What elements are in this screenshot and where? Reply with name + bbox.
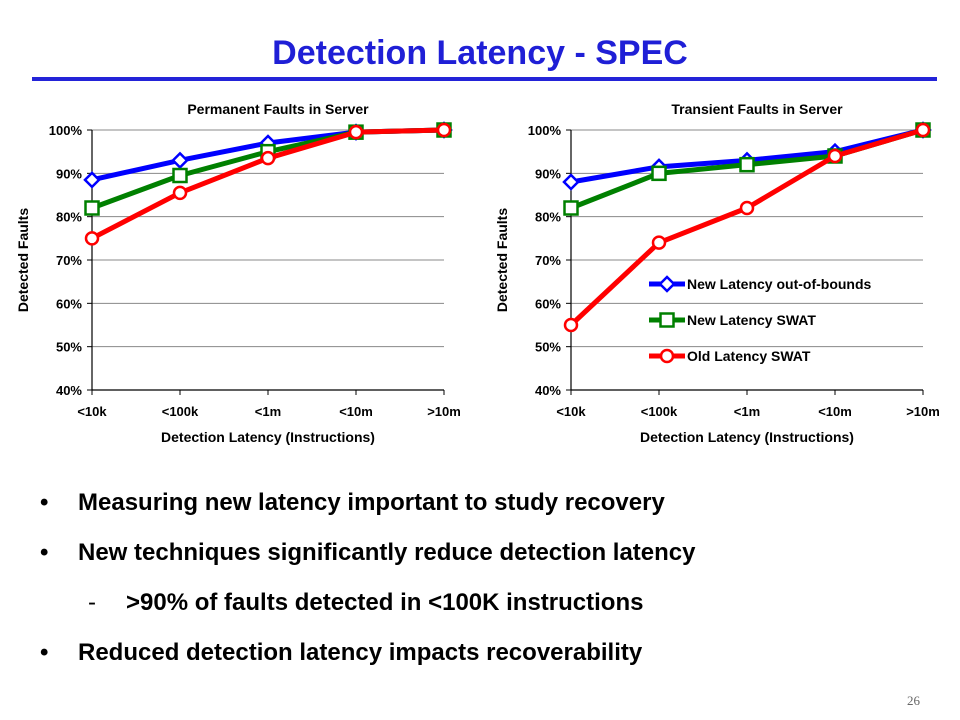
data-point-old-latency-swat <box>84 231 100 246</box>
y-tick-label: 70% <box>56 253 82 268</box>
data-point-new-latency-swat <box>84 200 100 216</box>
y-tick-label: 40% <box>535 383 561 398</box>
data-point-old-latency-swat <box>915 122 931 138</box>
x-axis-label: Detection Latency (Instructions) <box>640 429 854 445</box>
sub-bullet-item: - >90% of faults detected in <100K instr… <box>40 578 940 628</box>
x-tick-label: <1m <box>734 404 760 419</box>
data-point-new-latency-out-of-bounds <box>171 151 189 170</box>
y-tick-label: 50% <box>56 340 82 355</box>
x-tick-label: <100k <box>641 404 678 419</box>
x-tick-label: <1m <box>255 404 281 419</box>
transient-faults-chart: Transient Faults in Server 40% 50% 60% 70% 80… <box>494 101 940 445</box>
y-tick-label: 40% <box>56 383 82 398</box>
data-point-new-latency-swat <box>739 156 755 173</box>
y-tick-label: 60% <box>56 296 82 311</box>
slide-title: Detection Latency - SPEC <box>272 34 688 72</box>
y-tick-label: 50% <box>535 340 561 355</box>
title-divider <box>32 77 937 81</box>
legend-label-old-latency-swat: Old Latency SWAT <box>687 348 811 364</box>
sub-bullet-text: >90% of faults detected in <100K instruc… <box>126 589 644 616</box>
bullet-marker: • <box>40 639 49 666</box>
data-point-old-latency-swat <box>739 200 755 216</box>
bullet-marker: • <box>40 489 49 516</box>
y-tick-label: 100% <box>528 123 562 138</box>
data-point-old-latency-swat <box>260 150 276 166</box>
y-tick-label: 60% <box>535 296 561 311</box>
bullet-text: Measuring new latency important to study… <box>78 489 665 516</box>
chart-title: Transient Faults in Server <box>671 101 843 117</box>
data-point-new-latency-swat <box>172 167 188 184</box>
x-tick-label: >10m <box>906 404 940 419</box>
legend-label-new-latency-out-of-bounds: New Latency out-of-bounds <box>687 276 872 292</box>
bullet-text: New techniques significantly reduce dete… <box>78 539 696 566</box>
bullet-item: • New techniques significantly reduce de… <box>40 528 940 578</box>
x-tick-label: <10k <box>556 404 586 419</box>
y-tick-label: 100% <box>49 123 83 138</box>
bullet-text: Reduced detection latency impacts recove… <box>78 639 643 666</box>
y-tick-label: 80% <box>56 210 82 225</box>
data-point-old-latency-swat <box>563 317 579 333</box>
y-axis-label: Detected Faults <box>494 208 510 312</box>
x-tick-label: <100k <box>162 404 199 419</box>
chart-title: Permanent Faults in Server <box>187 101 369 117</box>
y-tick-label: 70% <box>535 253 561 268</box>
legend-marker-old-latency-swat <box>659 348 675 364</box>
data-point-old-latency-swat <box>436 122 452 138</box>
x-tick-label: <10m <box>339 404 373 419</box>
data-point-old-latency-swat <box>651 235 667 250</box>
legend-marker-new-latency-out-of-bounds <box>658 275 676 293</box>
data-point-new-latency-out-of-bounds <box>83 171 101 189</box>
data-point-new-latency-swat <box>563 200 579 216</box>
bullet-list: • Measuring new latency important to stu… <box>40 478 940 678</box>
bullet-item: • Measuring new latency important to stu… <box>40 478 940 528</box>
permanent-faults-chart: Permanent Faults in Server 40% 50% 60% 70% 80… <box>15 101 461 445</box>
data-point-old-latency-swat <box>172 185 188 201</box>
x-tick-label: >10m <box>427 404 461 419</box>
y-tick-label: 80% <box>535 210 561 225</box>
y-tick-label: 90% <box>56 166 82 181</box>
page-number: 26 <box>907 693 920 708</box>
data-point-new-latency-swat <box>651 165 667 182</box>
bullet-marker: • <box>40 539 49 566</box>
legend-label-new-latency-swat: New Latency SWAT <box>687 312 816 328</box>
legend-marker-new-latency-swat <box>659 312 675 328</box>
data-point-new-latency-out-of-bounds <box>562 173 580 191</box>
x-tick-label: <10m <box>818 404 852 419</box>
y-tick-label: 90% <box>535 166 561 181</box>
sub-bullet-marker: - <box>88 589 96 616</box>
y-axis-label: Detected Faults <box>15 208 31 312</box>
bullet-item: • Reduced detection latency impacts reco… <box>40 628 940 678</box>
data-point-old-latency-swat <box>348 124 364 140</box>
data-point-old-latency-swat <box>827 148 843 164</box>
x-axis-label: Detection Latency (Instructions) <box>161 429 375 445</box>
x-tick-label: <10k <box>77 404 107 419</box>
